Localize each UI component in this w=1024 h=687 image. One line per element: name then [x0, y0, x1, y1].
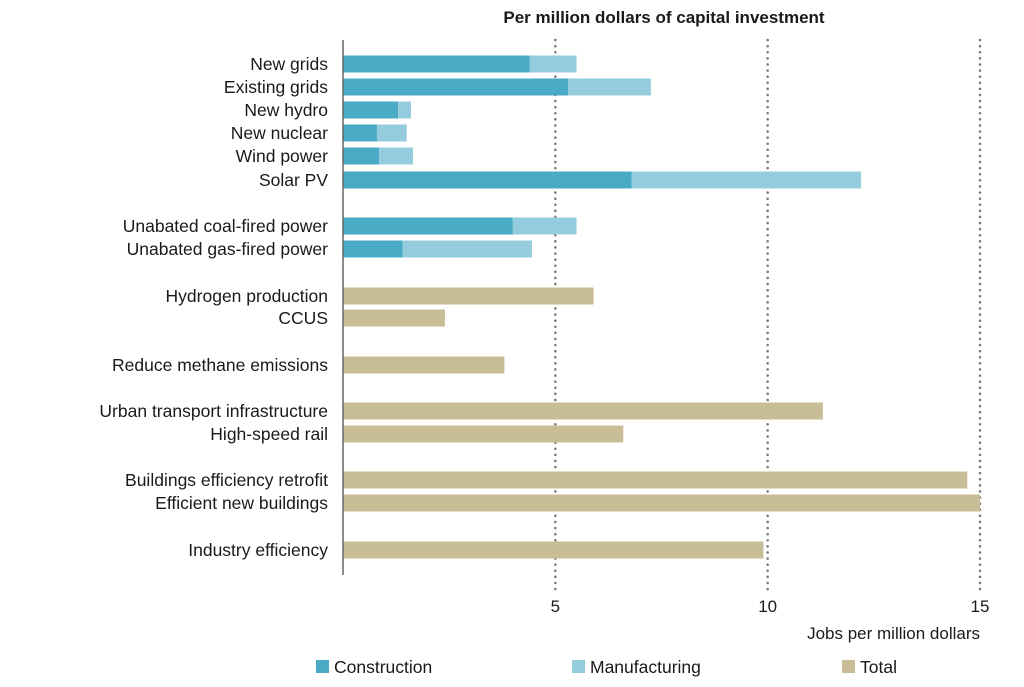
- category-label: Reduce methane emissions: [112, 355, 328, 375]
- bar-manufacturing-1: [568, 78, 651, 96]
- x-tick-label: 5: [551, 597, 560, 616]
- category-label: Unabated coal-fired power: [123, 216, 328, 236]
- bar-manufacturing-5: [631, 171, 862, 189]
- category-label: Efficient new buildings: [155, 493, 328, 513]
- category-label: Buildings efficiency retrofit: [125, 470, 328, 490]
- category-label: New hydro: [244, 100, 328, 120]
- legend-swatch-manufacturing: [572, 660, 585, 673]
- category-label: High-speed rail: [210, 424, 328, 444]
- bar-total-8: [343, 287, 594, 305]
- bar-manufacturing-6: [512, 217, 577, 235]
- category-label: New grids: [250, 54, 328, 74]
- legend-swatch-construction: [316, 660, 329, 673]
- legend-swatch-total: [842, 660, 855, 673]
- legend-label-total: Total: [860, 657, 897, 677]
- bar-manufacturing-2: [398, 101, 411, 119]
- bar-total-11: [343, 402, 823, 420]
- bar-total-10: [343, 356, 505, 374]
- bar-construction-7: [343, 240, 403, 258]
- category-label: Industry efficiency: [188, 540, 328, 560]
- bar-construction-0: [343, 55, 530, 73]
- x-tick-label: 15: [971, 597, 990, 616]
- bar-total-15: [343, 541, 764, 559]
- legend-label-manufacturing: Manufacturing: [590, 657, 701, 677]
- legend-label-construction: Construction: [334, 657, 432, 677]
- bar-manufacturing-0: [529, 55, 577, 73]
- category-label: Solar PV: [259, 170, 328, 190]
- bar-total-12: [343, 425, 624, 443]
- bar-construction-2: [343, 101, 399, 119]
- category-label: Urban transport infrastructure: [99, 401, 328, 421]
- bar-total-9: [343, 309, 445, 327]
- category-label: Existing grids: [224, 77, 328, 97]
- bar-manufacturing-7: [402, 240, 532, 258]
- bar-total-13: [343, 471, 968, 489]
- bar-manufacturing-4: [379, 147, 414, 165]
- x-tick-label: 10: [758, 597, 777, 616]
- bar-construction-5: [343, 171, 632, 189]
- bar-manufacturing-3: [376, 124, 407, 142]
- x-axis-label: Jobs per million dollars: [807, 624, 980, 643]
- category-label: Hydrogen production: [166, 286, 328, 306]
- category-label: CCUS: [278, 308, 328, 328]
- bar-construction-6: [343, 217, 513, 235]
- category-label: Wind power: [236, 146, 329, 166]
- bar-total-14: [343, 494, 980, 512]
- chart-title: Per million dollars of capital investmen…: [503, 8, 825, 27]
- bar-construction-4: [343, 147, 380, 165]
- bar-construction-3: [343, 124, 377, 142]
- category-label: New nuclear: [231, 123, 328, 143]
- bar-construction-1: [343, 78, 569, 96]
- category-label: Unabated gas-fired power: [127, 239, 329, 259]
